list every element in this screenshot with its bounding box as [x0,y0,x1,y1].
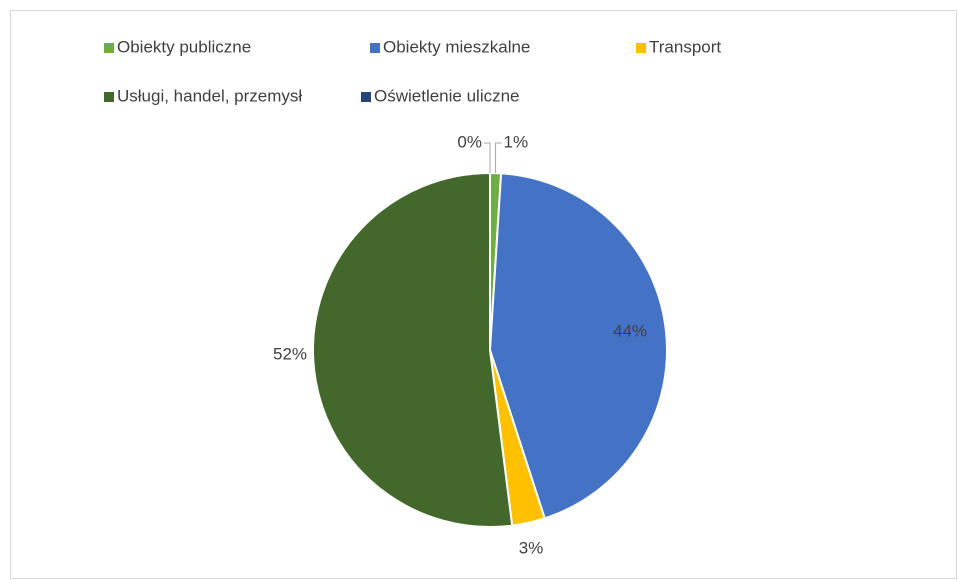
legend-label: Obiekty publiczne [117,37,251,56]
legend-label: Obiekty mieszkalne [383,37,530,56]
data-label: 0% [457,132,482,151]
legend-swatch [370,43,380,53]
pie-slice [312,171,514,528]
legend-swatch [361,92,371,102]
legend-swatch [636,43,646,53]
legend-swatch [104,43,114,53]
pie-slice [488,172,668,520]
data-label: 52% [273,344,307,363]
data-label: 44% [613,321,647,340]
leader-line [484,142,491,173]
legend-swatch [104,92,114,102]
legend-label: Usługi, handel, przemysł [117,86,302,105]
leader-line [495,142,502,174]
legend-label: Oświetlenie uliczne [374,86,520,105]
data-label: 1% [504,132,529,151]
legend-label: Transport [649,37,721,56]
data-label: 3% [519,538,544,557]
